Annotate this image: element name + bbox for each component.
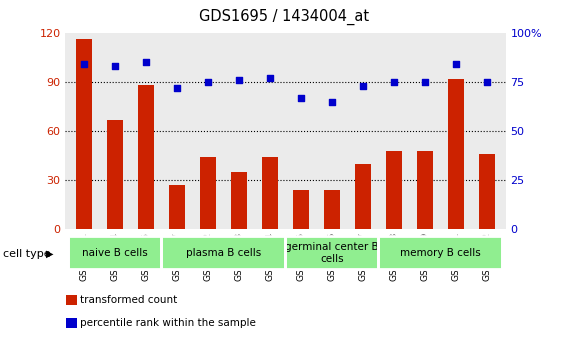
FancyBboxPatch shape — [286, 236, 378, 269]
Bar — [138, 85, 154, 229]
Bar — [355, 164, 371, 229]
Point — [110, 63, 119, 69]
Point — [420, 79, 429, 85]
Text: germinal center B
cells: germinal center B cells — [285, 242, 379, 264]
Point — [482, 79, 491, 85]
Point — [265, 75, 274, 81]
Bar — [66, 318, 77, 327]
Point — [203, 79, 212, 85]
Point — [80, 61, 89, 67]
Bar — [324, 190, 340, 229]
Point — [172, 85, 181, 91]
Point — [235, 77, 244, 83]
Point — [327, 99, 336, 104]
Text: plasma B cells: plasma B cells — [186, 248, 261, 258]
FancyBboxPatch shape — [378, 236, 503, 269]
Text: memory B cells: memory B cells — [400, 248, 481, 258]
Bar — [169, 185, 185, 229]
Point — [452, 61, 461, 67]
FancyBboxPatch shape — [161, 236, 286, 269]
Text: transformed count: transformed count — [80, 295, 177, 305]
Bar — [107, 120, 123, 229]
Point — [296, 95, 306, 100]
Point — [390, 79, 399, 85]
Bar — [262, 157, 278, 229]
Point — [141, 59, 151, 65]
Bar — [76, 39, 91, 229]
Bar — [417, 151, 433, 229]
Bar — [386, 151, 402, 229]
Text: percentile rank within the sample: percentile rank within the sample — [80, 318, 256, 327]
FancyBboxPatch shape — [68, 236, 161, 269]
Bar — [231, 172, 247, 229]
Text: naive B cells: naive B cells — [82, 248, 148, 258]
Text: cell type: cell type — [3, 249, 51, 258]
Bar — [200, 157, 216, 229]
Text: ▶: ▶ — [46, 249, 54, 258]
Bar — [66, 295, 77, 305]
Text: GDS1695 / 1434004_at: GDS1695 / 1434004_at — [199, 9, 369, 25]
Bar — [479, 154, 495, 229]
Bar — [448, 79, 463, 229]
Point — [358, 83, 367, 89]
Bar — [293, 190, 308, 229]
